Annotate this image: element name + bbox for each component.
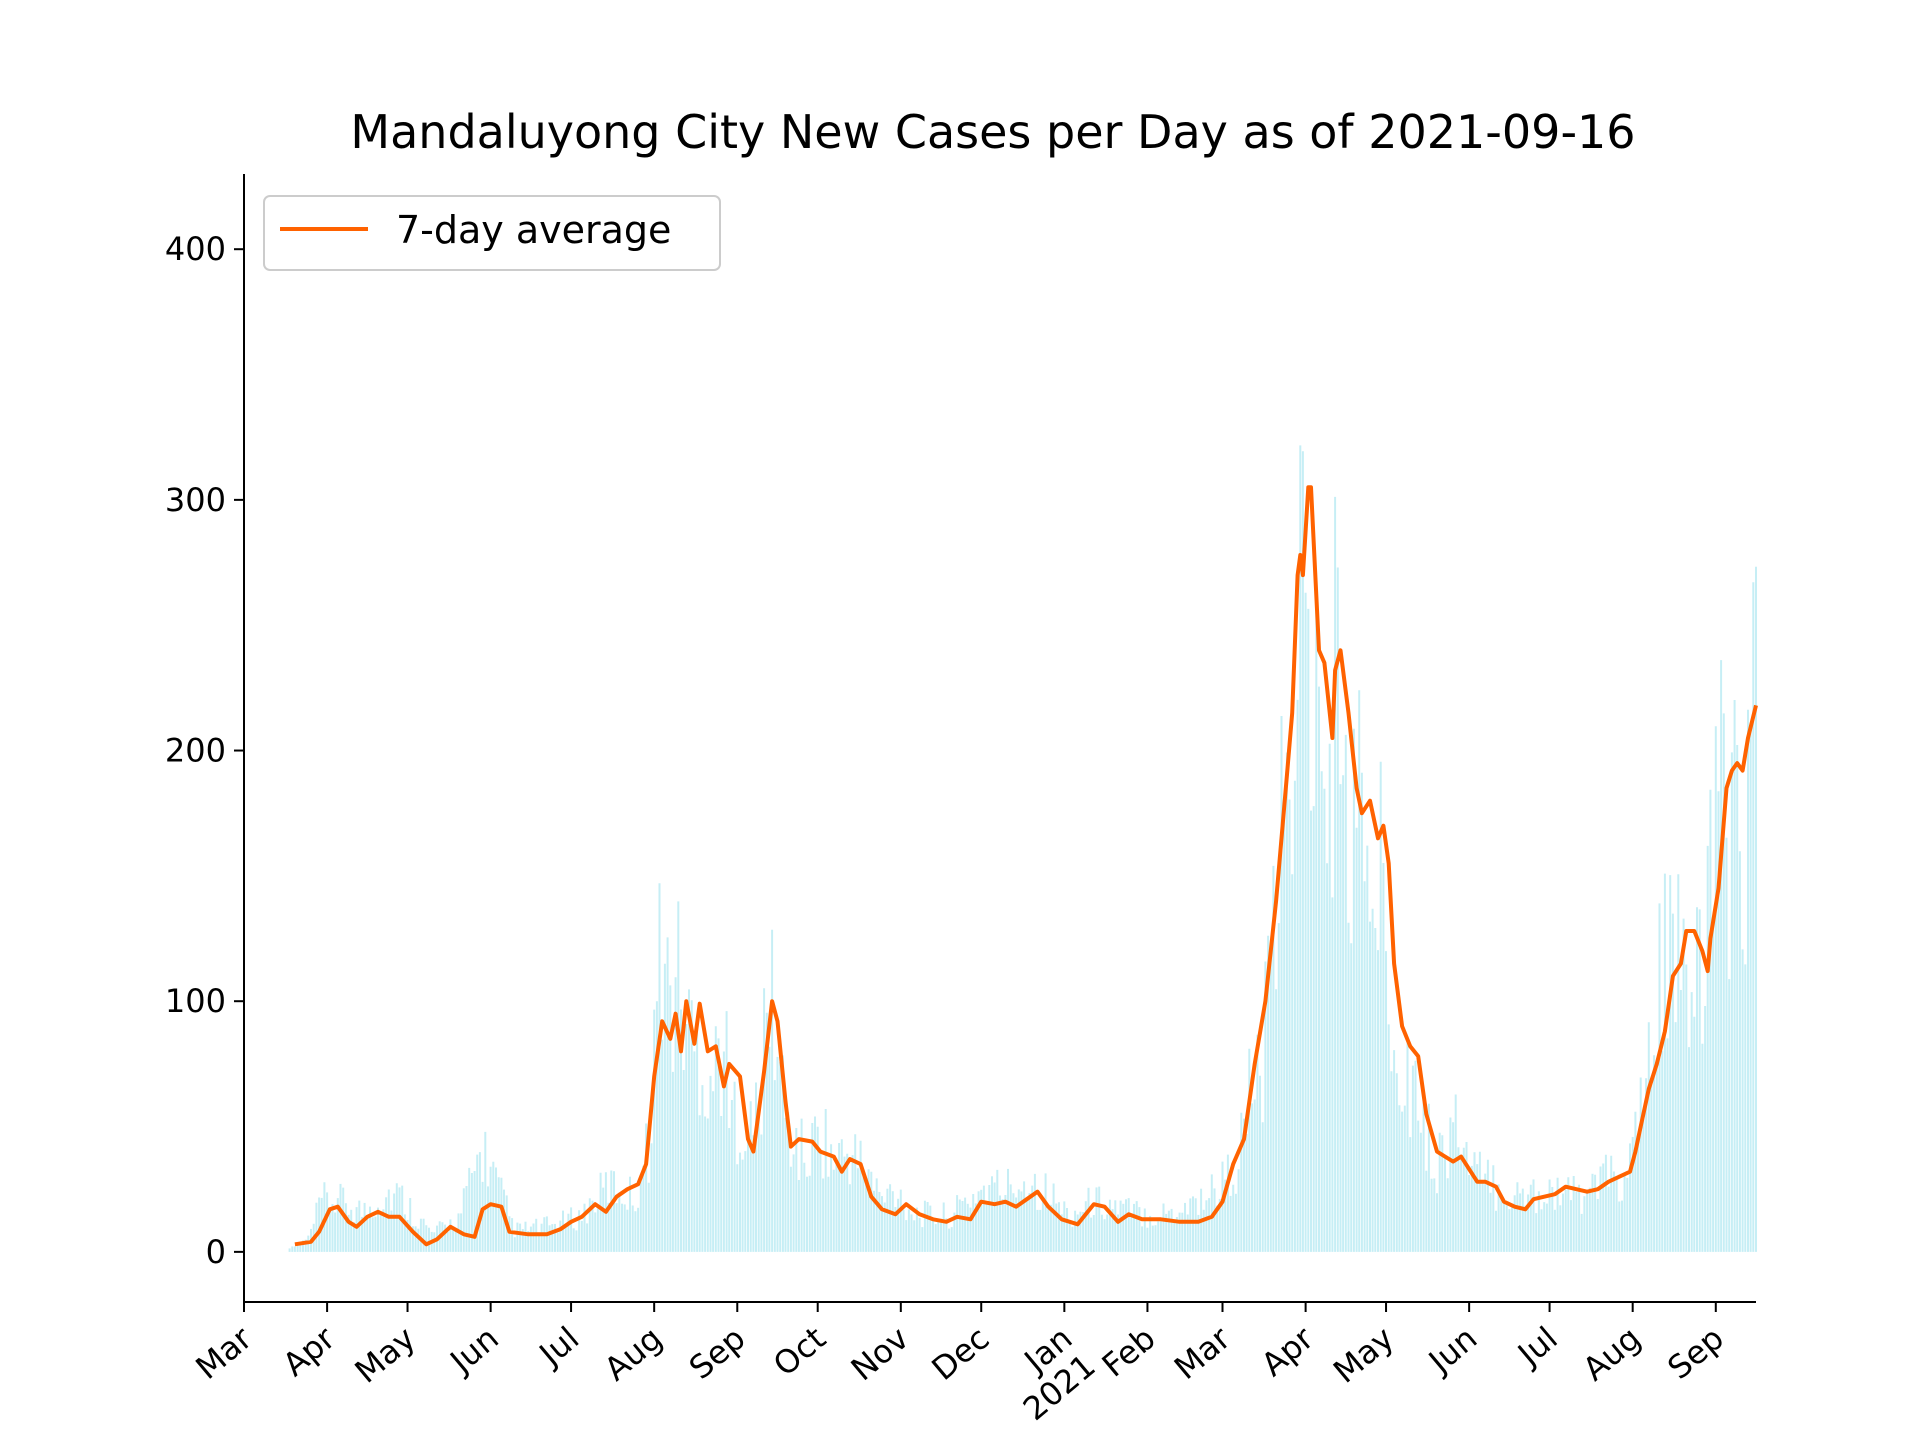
y-tick-label: 300 xyxy=(165,481,226,519)
y-ticks: 0 100 200 300 400 xyxy=(165,230,244,1271)
x-tick-label: Aug xyxy=(1576,1319,1648,1388)
x-tick-label: Apr xyxy=(1254,1318,1321,1383)
x-tick-label: Feb xyxy=(1095,1319,1163,1385)
x-tick-label: Nov xyxy=(844,1319,916,1388)
x-tick-label: Jul xyxy=(531,1319,587,1374)
x-ticks: Mar Apr May Jun Jul Aug Sep Oct Nov Dec Jan2021Feb… xyxy=(188,1302,1731,1428)
y-tick-label: 100 xyxy=(165,982,226,1020)
x-tick-label: Sep xyxy=(1660,1319,1731,1387)
legend-label: 7-day average xyxy=(396,208,671,252)
legend: 7-day average xyxy=(263,195,721,271)
chart-title: Mandaluyong City New Cases per Day as of… xyxy=(350,105,1635,159)
axes xyxy=(243,174,1756,1303)
seven-day-average-line xyxy=(294,485,1758,1247)
x-tick-label: Mar xyxy=(1167,1318,1238,1386)
daily-cases-bars xyxy=(288,445,1757,1252)
x-tick-label: May xyxy=(1326,1319,1401,1391)
x-tick-label: Jun xyxy=(442,1319,506,1382)
x-tick-label: Jan2021 xyxy=(993,1319,1103,1428)
y-tick-label: 0 xyxy=(206,1233,226,1271)
legend-frame xyxy=(263,195,721,271)
y-tick-label: 400 xyxy=(165,230,226,268)
x-tick-label: Apr xyxy=(275,1318,342,1383)
x-tick-label: Aug xyxy=(597,1319,669,1388)
x-tick-label: Mar xyxy=(188,1318,259,1386)
x-tick-label: Jul xyxy=(1509,1319,1565,1374)
x-tick-label: May xyxy=(348,1319,423,1391)
y-tick-label: 200 xyxy=(165,732,226,770)
x-tick-label: Sep xyxy=(682,1319,753,1387)
x-tick-label: Oct xyxy=(766,1319,833,1384)
x-tick-label: Jun xyxy=(1420,1319,1484,1382)
x-tick-label: Dec xyxy=(925,1319,997,1388)
